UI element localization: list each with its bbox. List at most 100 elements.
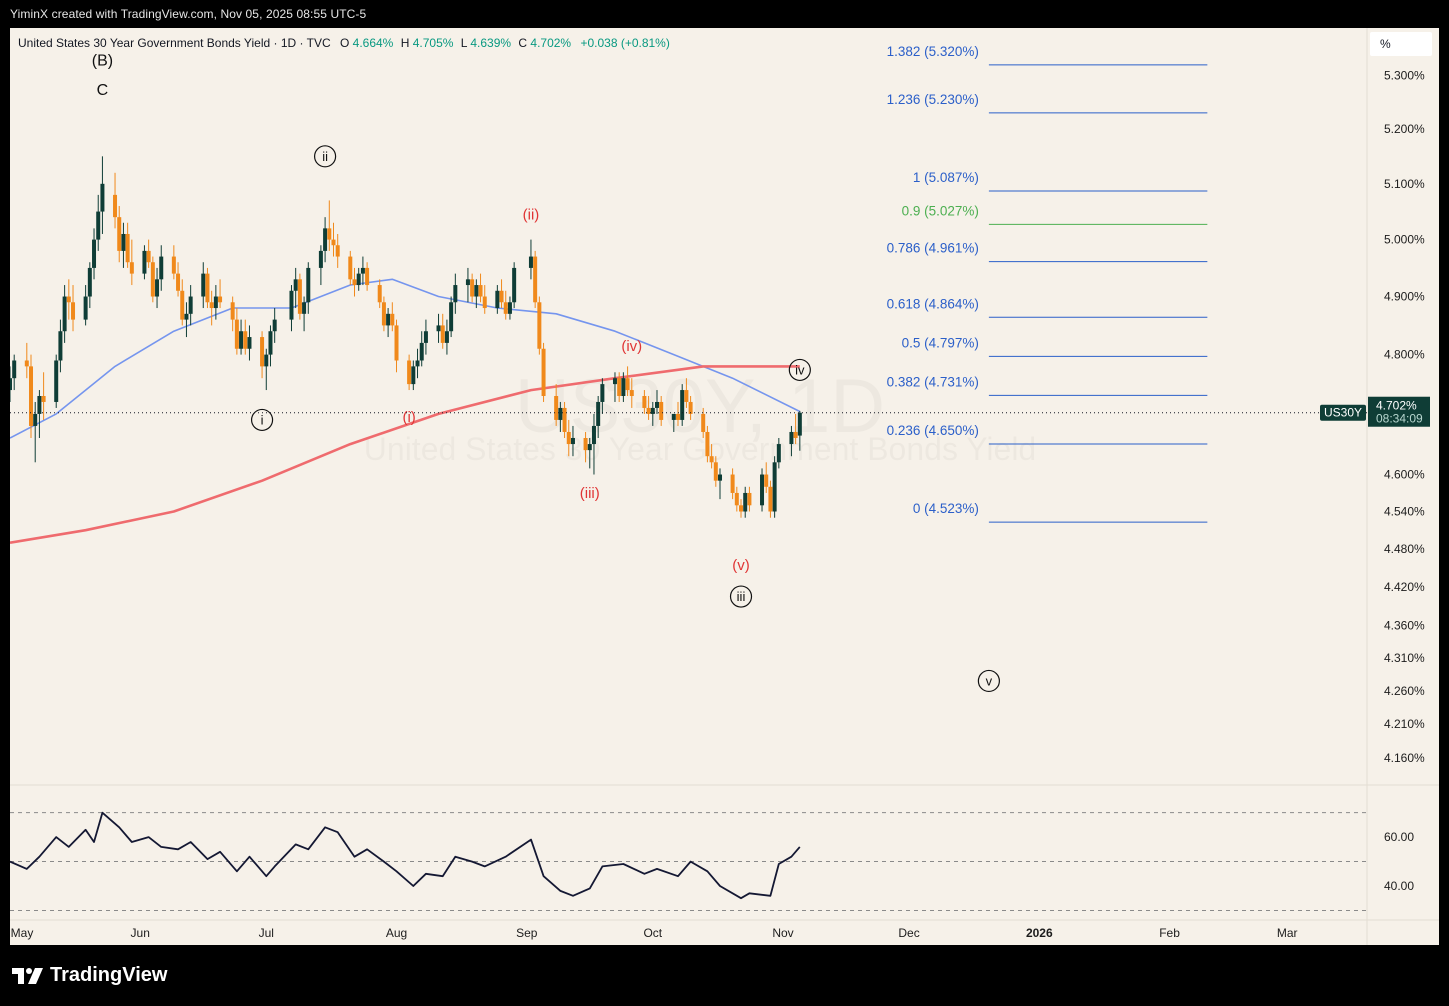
legend-close-value: 4.702% [530,36,571,50]
layer-candles [8,156,802,518]
price-badge-countdown: 08:34:09 [1376,412,1423,426]
legend-open-value: 4.664% [353,36,394,50]
candle-body [600,384,605,402]
x-tick-label: Jun [131,926,150,940]
footer-logo[interactable]: TradingView [12,964,167,987]
candle-body [96,211,101,240]
candle-body [323,228,328,251]
moving-average-line [9,278,801,439]
candle-body [776,444,781,463]
candle-body [394,325,399,361]
candle-body [718,474,723,481]
candle-body [654,401,659,408]
candle-body [537,302,542,349]
fib-level-label: 0.236 (4.650%) [887,423,979,438]
candle-body [331,239,336,246]
candle-body [495,290,500,309]
legend-change: +0.038 (+0.81%) [580,36,669,50]
wave-label: iv [795,362,805,377]
candle-body [121,233,126,251]
y-tick-label: 4.900% [1384,290,1425,304]
layer-grid [10,28,1439,945]
y-tick-label: 5.000% [1384,233,1425,247]
scale-unit-box[interactable] [1370,32,1432,56]
y-tick-label: 4.540% [1384,505,1425,519]
candle-body [419,342,424,361]
wave-label: iii [737,589,746,604]
candle-body [797,412,802,436]
y-tick-label: 4.260% [1384,684,1425,698]
fib-level-label: 1.382 (5.320%) [887,44,979,59]
candle-body [470,279,475,297]
candle-body [54,360,59,402]
candle-body [541,348,546,397]
wave-label: (ii) [523,206,540,223]
legend-high-value: 4.705% [413,36,454,50]
candle-body [327,228,332,240]
candle-body [150,262,155,297]
y-tick-label: 4.600% [1384,468,1425,482]
fib-level-label: 0.382 (4.731%) [887,374,979,389]
x-tick-label: Nov [772,926,793,940]
candle-body [415,360,420,367]
candle-body [205,273,210,303]
candle-body [646,407,651,414]
chart-svg[interactable]: US30Y, 1D United States 30 Year Governme… [8,28,1439,945]
candle-body [747,492,752,506]
candle-body [24,360,29,367]
y-tick-label: 4.800% [1384,348,1425,362]
candle-body [243,331,248,349]
candle-body [688,401,693,414]
candle-body [381,302,386,326]
candle-body [386,313,391,326]
candle-body [659,401,664,420]
y-tick-label: 5.300% [1384,68,1425,82]
candle-body [335,245,340,257]
x-tick-label: Dec [898,926,919,940]
x-tick-label: Oct [643,926,662,940]
candle-body [423,331,428,343]
fib-level-label: 0.618 (4.864%) [887,296,979,311]
candle-body [612,378,617,385]
candle-body [142,250,147,274]
y-tick-label: 4.420% [1384,580,1425,594]
candle-body [701,413,706,432]
candle-body [297,279,302,314]
candle-body [213,296,218,309]
candle-body [764,474,769,487]
candle-body [209,302,214,309]
scale-unit-label[interactable]: % [1380,37,1391,51]
candle-body [188,296,193,314]
candle-body [201,273,206,297]
chart-frame[interactable]: US30Y, 1D United States 30 Year Governme… [8,28,1439,945]
attribution-text: YiminX created with TradingView.com, Nov… [10,7,367,21]
x-tick-label: Jul [259,926,274,940]
candle-body [650,407,655,414]
candle-body [62,296,67,332]
price-badge-symbol: US30Y [1324,406,1362,420]
fib-level-label: 0.9 (5.027%) [902,203,979,218]
footer-brand: TradingView [50,964,168,986]
fib-level-label: 1.236 (5.230%) [887,92,979,107]
moving-average-line [9,365,800,544]
wave-label: (iv) [621,338,642,355]
candle-body [533,256,538,303]
candle-body [360,267,365,274]
candle-body [230,302,235,320]
rsi-line [9,811,801,900]
candle-body [8,378,12,391]
candle-body [146,250,151,263]
candle-body [176,273,181,291]
candle-body [218,296,223,303]
fib-level-label: 0.786 (4.961%) [887,241,979,256]
wave-label: (v) [732,557,750,574]
candle-body [629,390,634,397]
candle-body [83,296,88,320]
candle-body [268,331,273,355]
x-tick-label: Feb [1159,926,1180,940]
candle-body [92,239,97,268]
candle-body [478,285,483,297]
rsi-tick-label: 40.00 [1384,879,1414,893]
wave-label-circle [250,408,274,432]
candle-body [356,273,361,286]
